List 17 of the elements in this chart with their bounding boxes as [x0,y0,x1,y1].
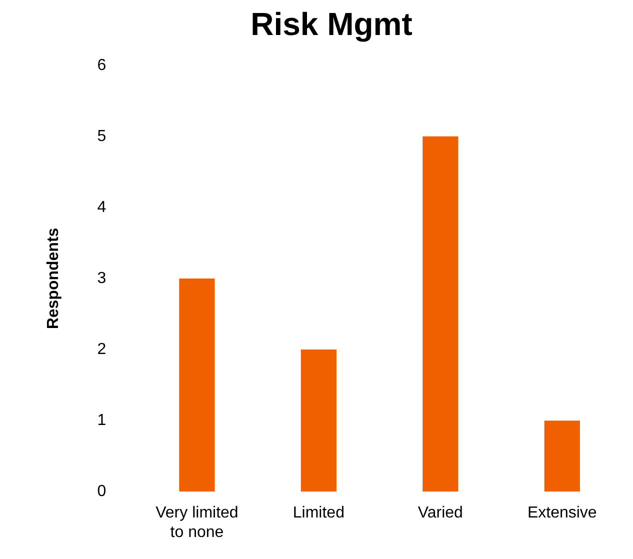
y-axis-title: Respondents [45,228,62,330]
bar [179,278,215,492]
chart-title: Risk Mgmt [250,6,413,42]
x-tick-label: Limited [292,504,344,522]
bar [300,350,336,492]
x-tick-label: Very limited to none [156,504,238,541]
y-tick-label: 3 [97,270,106,287]
bar [422,136,458,492]
y-tick-label: 6 [97,56,106,74]
bar [544,420,580,492]
y-tick-label: 1 [97,412,106,429]
x-tick-label: Extensive [527,504,597,522]
y-tick-label: 5 [97,128,106,145]
x-tick-label: Varied [418,504,463,522]
y-tick-label: 4 [97,198,106,216]
y-tick-label: 2 [97,340,106,358]
y-tick-label: 0 [97,483,106,500]
